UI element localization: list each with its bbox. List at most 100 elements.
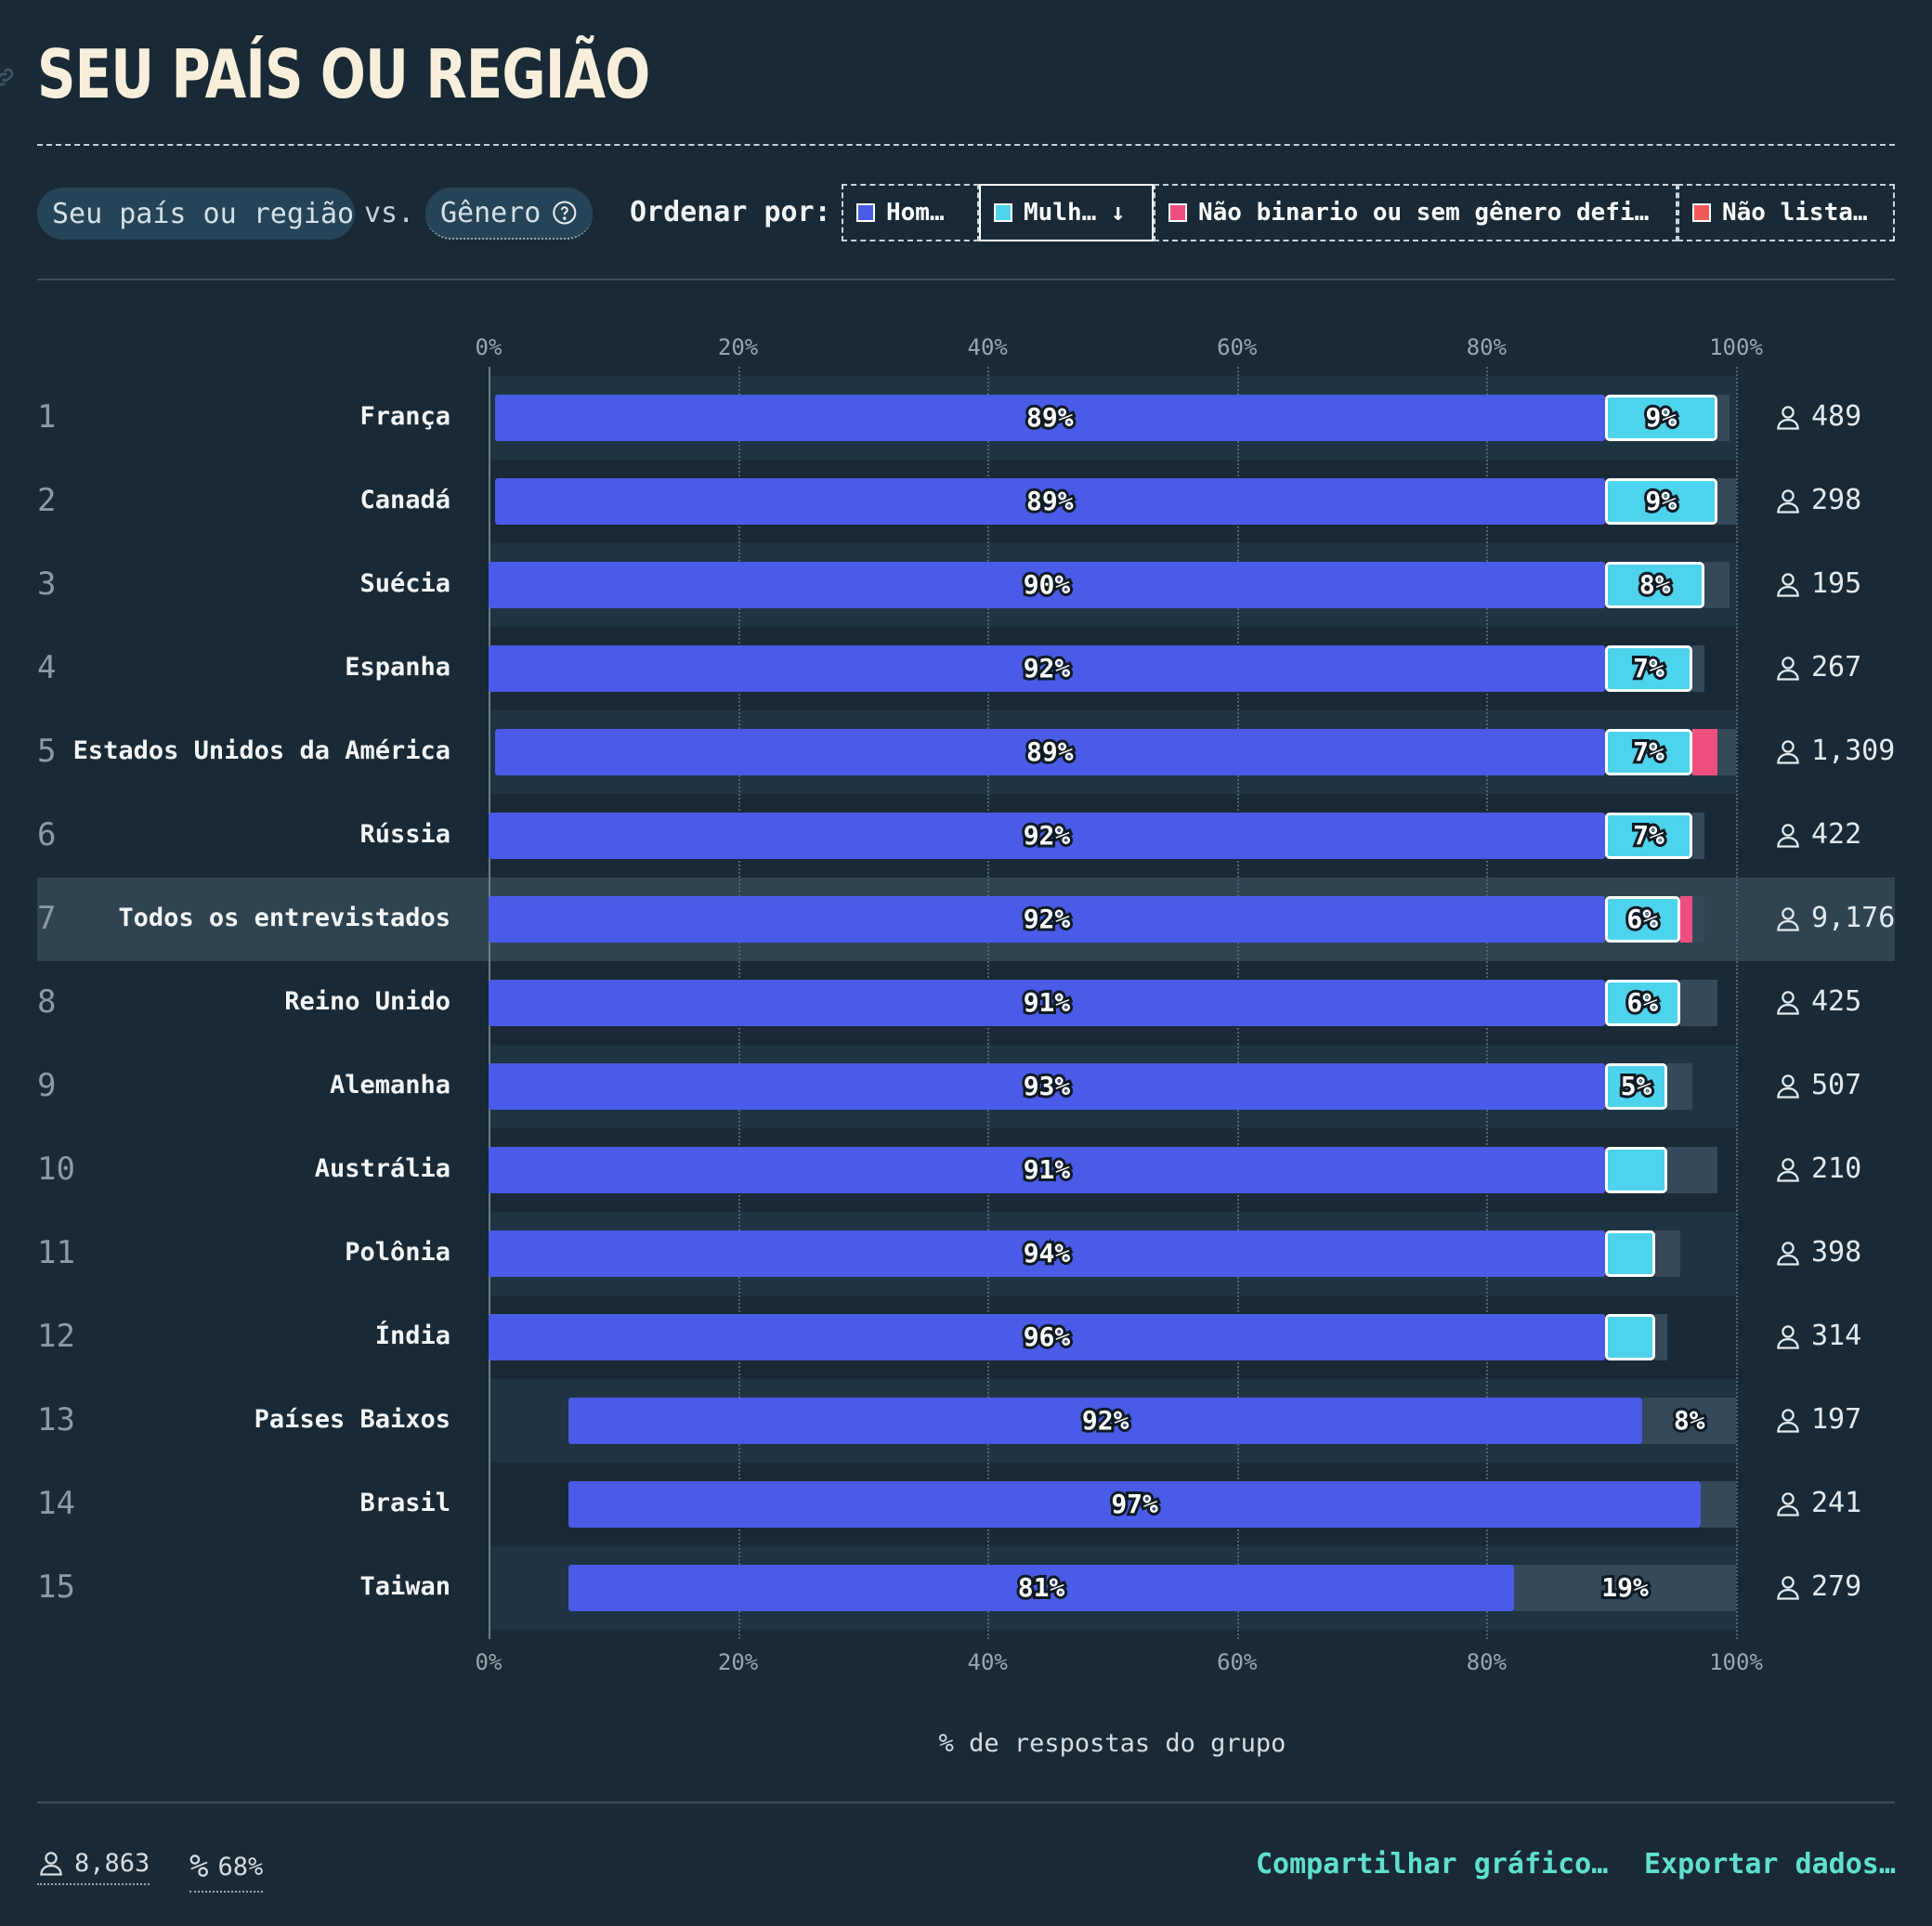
variable-2-selector[interactable]: Gênero (425, 188, 593, 240)
sort-by-label: Ordenar por: (630, 196, 831, 228)
bar-segment-women[interactable] (1604, 1147, 1668, 1193)
percent-icon: % (189, 1848, 209, 1885)
bar-segment-women[interactable] (1604, 813, 1692, 859)
bar-label-women: 9% (1643, 483, 1680, 519)
row-count: 425 (1774, 985, 1861, 1018)
bar-segment-men[interactable] (494, 478, 1605, 525)
bar-label-men: 92% (1021, 901, 1074, 937)
bar-segment-other[interactable] (1717, 395, 1730, 441)
bar-label-other: 19% (1599, 1569, 1651, 1606)
row-count-value: 314 (1811, 1320, 1862, 1352)
row-label: Índia (374, 1321, 450, 1350)
bar-segment-other[interactable] (1704, 562, 1730, 608)
respondent-count[interactable]: 8,863 (37, 1848, 150, 1885)
person-icon (1777, 488, 1799, 514)
row-label: França (359, 402, 450, 431)
bar-segment-other[interactable] (1654, 1314, 1668, 1360)
controls-divider (37, 279, 1895, 280)
row-rank: 4 (37, 649, 57, 686)
sort-button-men[interactable]: Hom… (842, 184, 979, 241)
row-label: Rússia (359, 820, 450, 849)
bar-segment-other[interactable] (1691, 645, 1705, 692)
bar-label-women: 7% (1630, 817, 1667, 853)
person-icon (1777, 823, 1799, 848)
bar-segment-other[interactable] (1679, 980, 1717, 1026)
bar-segment-men[interactable] (489, 813, 1605, 859)
bar-segment-women[interactable] (1604, 645, 1692, 692)
row-count: 210 (1774, 1152, 1861, 1185)
bar-segment-other[interactable] (1667, 1147, 1717, 1193)
bar-segment-men[interactable] (489, 1147, 1605, 1193)
row-label: Espanha (345, 653, 450, 682)
bar-label-men: 92% (1079, 1402, 1132, 1438)
row-label: Países Baixos (254, 1405, 450, 1434)
bar-segment-women[interactable] (1604, 896, 1680, 943)
bar-segment-other[interactable] (1667, 1063, 1692, 1110)
bar-label-men: 89% (1024, 734, 1077, 770)
person-icon (1777, 1491, 1799, 1516)
person-icon (1777, 1408, 1799, 1433)
sort-button-nonbinary[interactable]: Não binario ou sem gênero defi… (1154, 184, 1677, 241)
bar-segment-men[interactable] (489, 980, 1605, 1026)
sort-button-label: Mulh… ↓ (1024, 199, 1126, 227)
x-tick-label: 20% (717, 1649, 759, 1675)
bar-segment-other[interactable] (1717, 729, 1736, 775)
bar-segment-men[interactable] (489, 896, 1605, 943)
women-swatch-icon (994, 203, 1012, 222)
bar-segment-men[interactable] (568, 1481, 1702, 1528)
share-chart-link[interactable]: Compartilhar gráfico… (1256, 1848, 1609, 1880)
sort-button-women[interactable]: Mulh… ↓ (979, 184, 1154, 241)
row-count: 398 (1774, 1236, 1861, 1269)
bar-segment-other[interactable] (1642, 1398, 1736, 1444)
bar-segment-nonbinary[interactable] (1691, 729, 1717, 775)
help-icon[interactable] (552, 197, 578, 228)
bar-segment-other[interactable] (1654, 1230, 1680, 1277)
row-label: Reino Unido (284, 987, 450, 1016)
bar-segment-other[interactable] (1701, 1481, 1736, 1528)
row-rank: 15 (37, 1568, 75, 1606)
bar-segment-men[interactable] (489, 1063, 1605, 1110)
bar-segment-women[interactable] (1604, 395, 1717, 441)
bar-segment-women[interactable] (1604, 729, 1692, 775)
bar-segment-women[interactable] (1604, 562, 1705, 608)
row-count-value: 422 (1811, 818, 1862, 851)
bar-segment-men[interactable] (489, 645, 1605, 692)
sort-button-not-listed[interactable]: Não lista… (1677, 184, 1895, 241)
grid-line (1736, 367, 1738, 1639)
export-data-link[interactable]: Exportar dados… (1644, 1848, 1896, 1880)
row-count-value: 489 (1811, 400, 1862, 433)
row-count-value: 210 (1811, 1152, 1862, 1185)
bar-label-women: 6% (1624, 984, 1661, 1021)
footer-divider (37, 1802, 1895, 1803)
row-count-value: 1,309 (1811, 735, 1896, 767)
bar-segment-men[interactable] (494, 729, 1605, 775)
bar-segment-women[interactable] (1604, 1063, 1668, 1110)
variable-1-selector[interactable]: Seu país ou região (37, 188, 355, 240)
bar-segment-other[interactable] (1691, 896, 1705, 943)
x-tick-label: 20% (717, 334, 759, 360)
row-count-value: 267 (1811, 651, 1862, 683)
person-icon (1777, 1324, 1799, 1349)
bar-segment-men[interactable] (494, 395, 1605, 441)
bar-segment-women[interactable] (1604, 980, 1680, 1026)
person-icon (1777, 1157, 1799, 1182)
bar-segment-nonbinary[interactable] (1679, 896, 1692, 943)
response-rate[interactable]: % 68% (189, 1848, 264, 1893)
bar-segment-men[interactable] (489, 562, 1605, 608)
vs-label: vs. (364, 197, 415, 229)
bar-segment-other[interactable] (1717, 478, 1736, 525)
bar-segment-men[interactable] (568, 1398, 1643, 1444)
bar-segment-women[interactable] (1604, 478, 1717, 525)
bar-segment-other[interactable] (1514, 1565, 1736, 1611)
row-label: Estados Unidos da América (72, 736, 450, 765)
bar-segment-men[interactable] (568, 1565, 1515, 1611)
x-tick-label: 0% (475, 1649, 503, 1675)
link-icon[interactable] (0, 65, 17, 89)
bar-segment-women[interactable] (1604, 1314, 1655, 1360)
row-rank: 13 (37, 1401, 75, 1438)
bar-segment-men[interactable] (489, 1230, 1605, 1277)
bar-segment-men[interactable] (489, 1314, 1605, 1360)
bar-label-men: 97% (1108, 1486, 1161, 1522)
bar-segment-women[interactable] (1604, 1230, 1655, 1277)
bar-segment-other[interactable] (1691, 813, 1705, 859)
